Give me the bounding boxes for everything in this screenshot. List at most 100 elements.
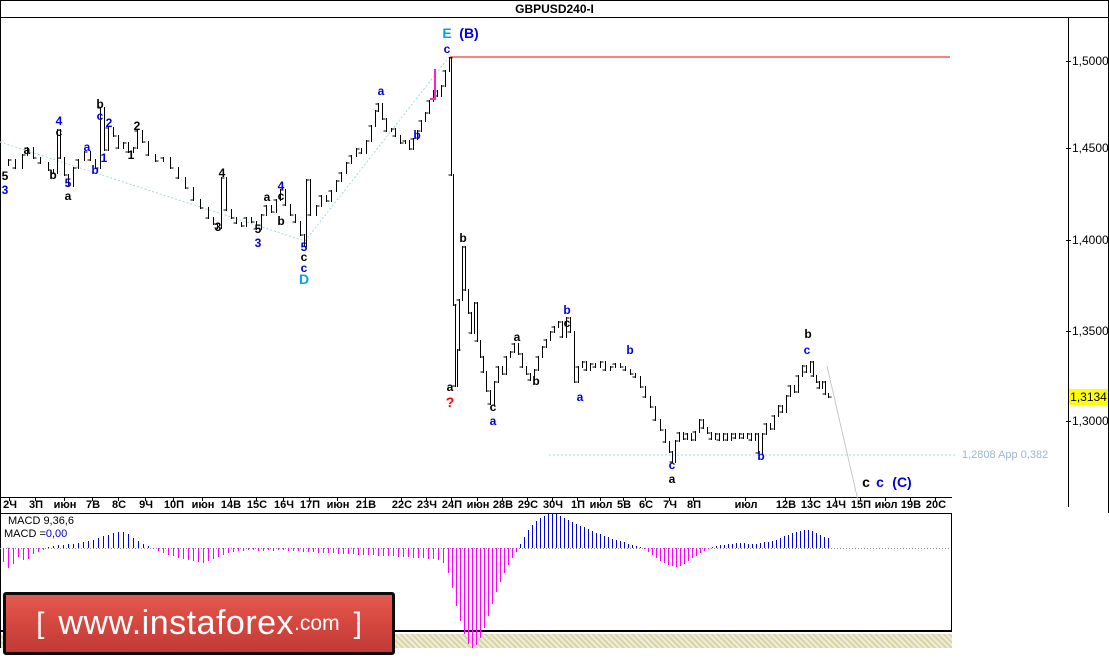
wave-label: a (64, 189, 72, 203)
x-axis-label: 14Ч (826, 499, 846, 511)
wave-label: ? (445, 394, 455, 410)
x-axis-label: 10П (163, 499, 185, 511)
wave-label: b (757, 449, 765, 463)
x-axis-label: июн (326, 499, 350, 511)
x-axis-label: 15П (850, 499, 872, 511)
instaforex-logo-banner[interactable]: [ www.instaforex .com] (3, 592, 395, 655)
x-axis-label: 24П (441, 499, 463, 511)
wave-label: c (300, 261, 308, 275)
x-axis-label: 16Ч (274, 499, 294, 511)
macd-value-prefix: MACD = (4, 528, 46, 540)
wave-label: c (55, 125, 63, 139)
wave-label: 4 (218, 166, 226, 180)
wave-label: a (377, 84, 385, 98)
wave-label: 4 (55, 114, 63, 128)
wave-label: a (668, 472, 676, 486)
x-axis-label: 28В (492, 499, 514, 511)
x-axis-label: 12В (775, 499, 797, 511)
wave-label: 5 (64, 176, 72, 190)
wave-label: b (49, 168, 57, 182)
wave-label: b (563, 303, 571, 317)
wave-label: 3 (214, 220, 222, 234)
x-axis-label: июл (589, 499, 613, 511)
wave-label: c (489, 400, 497, 414)
wave-label: c (668, 458, 676, 472)
wave-label: a (446, 380, 454, 394)
x-axis-label: 14В (220, 499, 242, 511)
x-axis-label: 7Ч (663, 499, 677, 511)
wave-label: D (298, 271, 310, 287)
wave-label: 2 (105, 116, 113, 130)
wave-label: a (576, 390, 584, 404)
wave-label: 2 (133, 119, 141, 133)
x-axis-label: 30Ч (543, 499, 563, 511)
x-axis-label: 21В (355, 499, 377, 511)
fib-level-label: 1,2808 App 0,382 (962, 449, 1049, 461)
price-axis-label: 1,5000 (1072, 54, 1109, 68)
x-axis-label: 20С (925, 499, 947, 511)
wave-label: a (23, 143, 31, 157)
x-axis-label: 8П (686, 499, 702, 511)
x-axis-label: 7В (85, 499, 101, 511)
wave-label: b (277, 214, 285, 228)
macd-params-label: MACD 9,36,6 (8, 515, 75, 527)
x-axis-label: 15С (246, 499, 268, 511)
x-axis-label: 8С (111, 499, 127, 511)
wave-label: 4 (277, 179, 285, 193)
price-axis-label: 1,3500 (1072, 324, 1109, 338)
wave-label: b (413, 128, 421, 142)
wave-label: b (96, 97, 104, 111)
wave-label: 1 (100, 151, 108, 165)
current-price-badge: 1,3134 (1069, 389, 1108, 405)
wave-label: 1 (127, 148, 135, 162)
x-axis-label: июл (734, 499, 758, 511)
logo-right-bracket: ] (353, 606, 362, 640)
wave-label: c (277, 189, 285, 203)
x-axis-label: 1П (570, 499, 586, 511)
wave-label: 5 (300, 240, 308, 254)
wave-label: (C) (892, 474, 912, 490)
wave-label: a (83, 140, 91, 154)
x-axis-label: 2Ч (3, 499, 17, 511)
wave-label: b (626, 343, 634, 357)
macd-value: 0,00 (45, 528, 68, 540)
price-axis-label: 1,4500 (1072, 141, 1109, 155)
x-axis-label: 19В (900, 499, 922, 511)
wave-label: E (442, 25, 452, 41)
wave-label: a (513, 330, 521, 344)
wave-label: a (489, 414, 497, 428)
wave-label: 3 (254, 236, 262, 250)
wave-label: c (300, 250, 308, 264)
x-axis-label: 17П (299, 499, 321, 511)
wave-label: c (862, 474, 870, 490)
wave-label: b (804, 327, 812, 341)
logo-suffix: .com (294, 611, 340, 635)
chart-title: GBPUSD240-I (515, 2, 594, 16)
x-axis-label: июн (466, 499, 490, 511)
wave-label: c (96, 109, 104, 123)
wave-label: c (876, 474, 884, 490)
wave-label: c (563, 316, 571, 330)
x-axis-label: июл (874, 499, 898, 511)
wave-label: 3 (1, 183, 9, 197)
logo-text: www.instaforex (58, 604, 295, 642)
wave-label: c (803, 343, 811, 357)
wave-label: (B) (459, 25, 479, 41)
price-axis-label: 1,4000 (1072, 233, 1109, 247)
price-axis-label: 1,3000 (1072, 414, 1109, 428)
x-axis-label: 23Ч (417, 499, 437, 511)
logo-left-bracket: [ (36, 606, 45, 640)
x-axis-label: 3П (28, 499, 44, 511)
wave-label: 5 (1, 169, 9, 183)
x-axis-label: июн (53, 499, 77, 511)
x-axis-label: июн (191, 499, 215, 511)
wave-label: b (459, 231, 467, 245)
x-axis-label: 22С (391, 499, 413, 511)
x-axis-label: 13С (800, 499, 822, 511)
macd-value-label: MACD =0,00 (4, 528, 67, 540)
x-axis-label: 6С (638, 499, 654, 511)
x-axis-label: 9Ч (139, 499, 153, 511)
x-axis-label: 29С (517, 499, 539, 511)
